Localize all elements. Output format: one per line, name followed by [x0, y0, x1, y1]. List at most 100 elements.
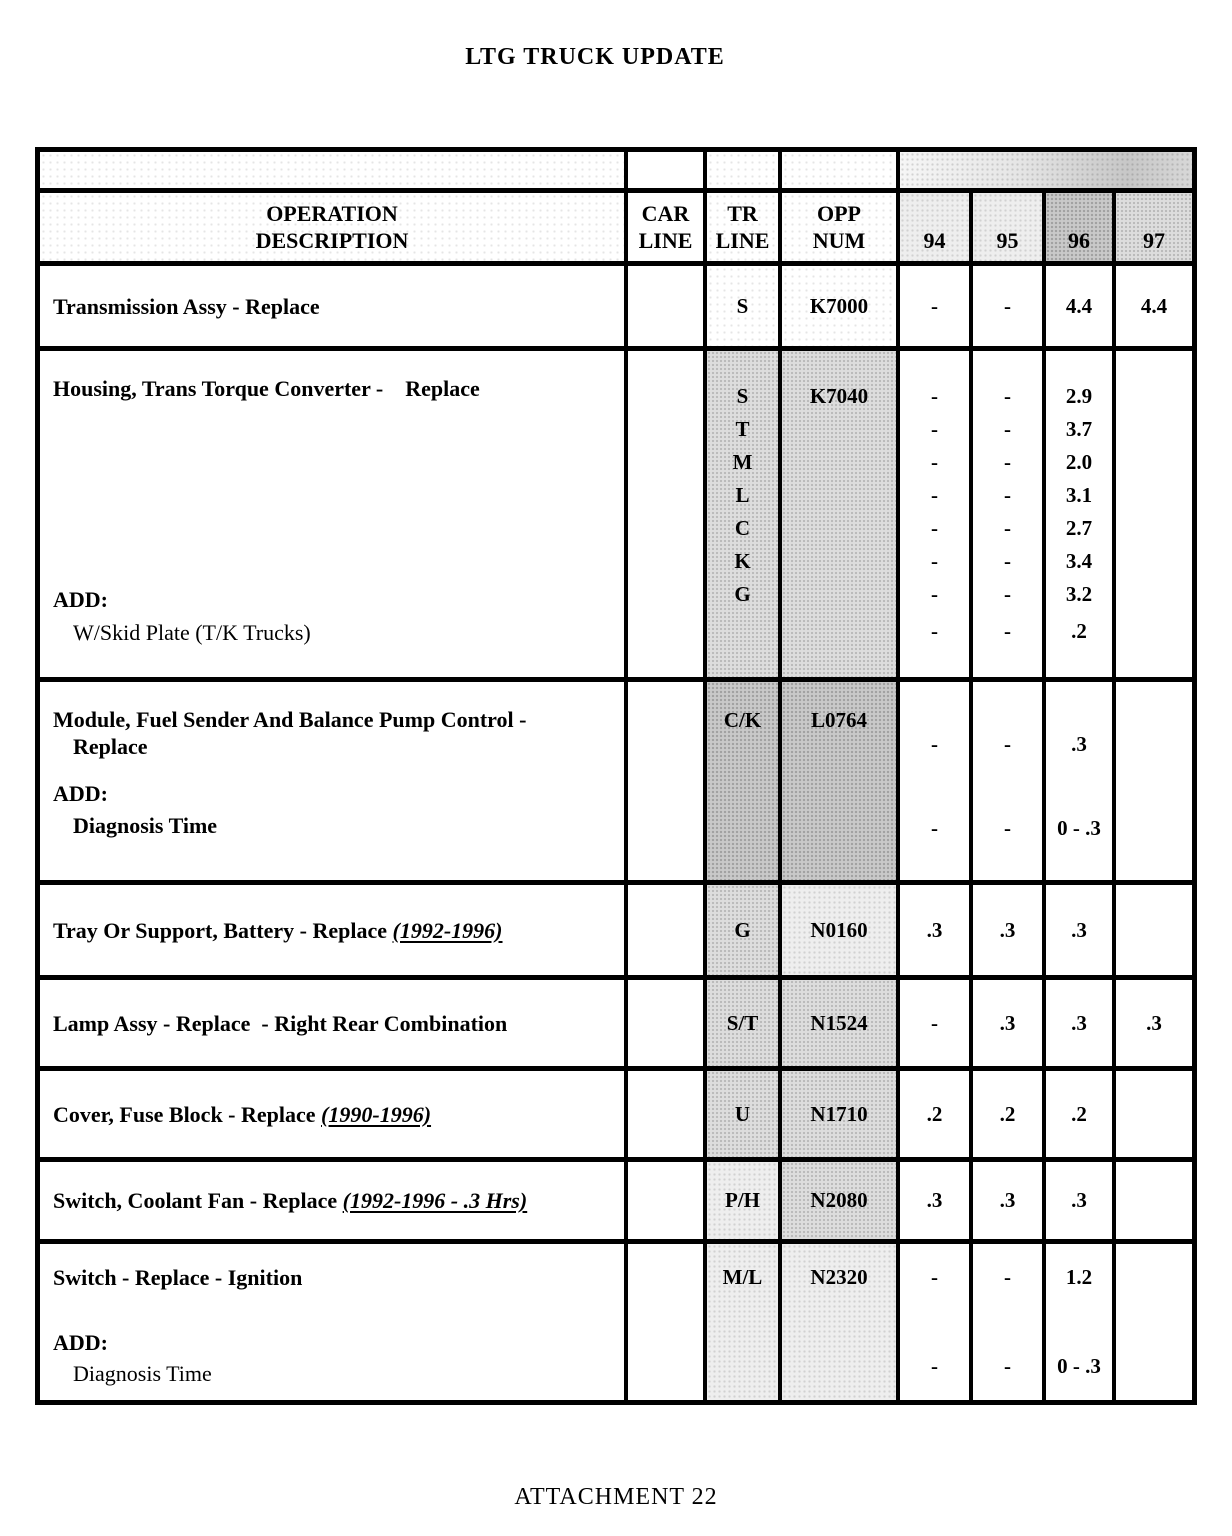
header-opp-line1: OPP — [817, 201, 861, 226]
cell-year-95: .3 — [973, 885, 1046, 975]
header-year-94: 94 — [900, 193, 973, 261]
blank-cell-tr-line — [707, 152, 782, 188]
cell-operation: Lamp Assy - Replace - Right Rear Combina… — [40, 980, 628, 1066]
cell-year-95: - - — [973, 682, 1046, 880]
blank-cell-operation — [40, 152, 628, 188]
cell-car-line — [628, 266, 707, 346]
header-car-line2: LINE — [638, 228, 693, 253]
header-operation-line1: OPERATION — [266, 201, 398, 226]
header-year-95: 95 — [973, 193, 1046, 261]
cell-operation: Module, Fuel Sender And Balance Pump Con… — [40, 682, 628, 880]
cell-car-line — [628, 351, 707, 677]
year-94-add-value: - — [931, 619, 938, 643]
year-95-add-value: - — [1004, 619, 1011, 643]
cell-year-95: .2 — [973, 1071, 1046, 1157]
year-96-add-value: .2 — [1071, 619, 1087, 643]
table-row-housing-torque-converter: Housing, Trans Torque Converter - Replac… — [40, 351, 1192, 682]
opp-num-value: K7040 — [809, 384, 869, 408]
add-label: ADD: — [53, 1330, 108, 1355]
cell-tr-line: U — [707, 1071, 782, 1157]
cell-tr-line: P/H — [707, 1162, 782, 1239]
operation-description: Switch - Replace - Ignition — [53, 1265, 303, 1290]
cell-opp-num: N0160 — [782, 885, 900, 975]
cell-year-94: - - - - - - - - — [900, 351, 973, 677]
cell-year-97: .3 — [1146, 1010, 1162, 1035]
cell-year-97 — [1116, 351, 1192, 677]
cell-operation: Switch - Replace - Ignition ADD: Diagnos… — [40, 1244, 628, 1400]
cell-year-95: - - - - - - - - — [973, 351, 1046, 677]
header-year-97: 97 — [1116, 193, 1192, 261]
cell-tr-line: S/T — [707, 980, 782, 1066]
cell-opp-num: K7040 — [782, 351, 900, 677]
cell-car-line — [628, 1244, 707, 1400]
cell-car-line — [628, 885, 707, 975]
operation-description-line1: Module, Fuel Sender And Balance Pump Con… — [53, 707, 527, 732]
year-94-values: - - - - - - - — [931, 384, 938, 606]
year-96-values: 2.9 3.7 2.0 3.1 2.7 3.4 3.2 — [1065, 384, 1093, 606]
page-title: LTG TRUCK UPDATE — [465, 44, 725, 70]
operation-description: Housing, Trans Torque Converter - Replac… — [53, 376, 480, 401]
cell-year-95: - — [973, 266, 1046, 346]
header-tr-line2: LINE — [715, 228, 770, 253]
cell-car-line — [628, 1071, 707, 1157]
cell-year-97 — [1116, 1162, 1192, 1239]
blank-cell-opp-num — [782, 152, 900, 188]
year-range-note: (1992-1996) — [392, 917, 503, 943]
operation-description: Transmission Assy - Replace — [53, 293, 320, 319]
tr-line-value: M/L — [722, 1265, 763, 1289]
cell-year-97: 4.4 — [1140, 293, 1168, 318]
table-header-row: OPERATION DESCRIPTION CAR LINE TR LINE O… — [40, 193, 1192, 266]
cell-operation: Switch, Coolant Fan - Replace (1992-1996… — [40, 1162, 628, 1239]
table-row-tray-battery: Tray Or Support, Battery - Replace (1992… — [40, 885, 1192, 980]
table-row-top-blank — [40, 152, 1192, 193]
header-tr-line: TR LINE — [707, 193, 782, 261]
add-item: W/Skid Plate (T/K Trucks) — [73, 620, 311, 645]
operation-description: Switch, Coolant Fan - Replace (1992-1996… — [53, 1188, 528, 1213]
add-item: Diagnosis Time — [73, 813, 218, 838]
cell-year-96: .3 — [1046, 1162, 1116, 1239]
cell-operation: Cover, Fuse Block - Replace (1990-1996) — [40, 1071, 628, 1157]
cell-year-95: .3 — [973, 980, 1046, 1066]
cell-year-95: - - — [973, 1244, 1046, 1400]
cell-year-96: .3 — [1046, 885, 1116, 975]
year-range-note: (1992-1996 - .3 Hrs) — [342, 1188, 528, 1213]
tr-line-letters: S T M L C K G — [732, 384, 753, 606]
header-operation-line2: DESCRIPTION — [255, 228, 409, 253]
cell-year-97 — [1116, 682, 1192, 880]
opp-num-value: N2320 — [810, 1265, 868, 1289]
cell-year-95: .3 — [973, 1162, 1046, 1239]
cell-year-96: 2.9 3.7 2.0 3.1 2.7 3.4 3.2 .2 — [1046, 351, 1116, 677]
cell-opp-num: N2080 — [782, 1162, 900, 1239]
header-operation-description: OPERATION DESCRIPTION — [40, 193, 628, 261]
header-car-line1: CAR — [641, 201, 690, 226]
operation-description: Lamp Assy - Replace - Right Rear Combina… — [53, 1010, 508, 1036]
cell-tr-line: G — [707, 885, 782, 975]
cell-car-line — [628, 980, 707, 1066]
operation-description-line2: Replace — [73, 734, 148, 759]
table-row-module-fuel-sender: Module, Fuel Sender And Balance Pump Con… — [40, 682, 1192, 885]
add-item: Diagnosis Time — [73, 1361, 212, 1386]
table-row-cover-fuse-block: Cover, Fuse Block - Replace (1990-1996) … — [40, 1071, 1192, 1162]
cell-year-94: - - — [900, 682, 973, 880]
cell-car-line — [628, 682, 707, 880]
cell-year-94: - — [900, 980, 973, 1066]
header-opp-num: OPP NUM — [782, 193, 900, 261]
operation-description: Tray Or Support, Battery - Replace (1992… — [53, 917, 503, 943]
cell-operation: Transmission Assy - Replace — [40, 266, 628, 346]
year-range-note: (1990-1996) — [321, 1101, 432, 1127]
cell-year-96: .3 — [1046, 980, 1116, 1066]
cell-year-94: .2 — [900, 1071, 973, 1157]
cell-opp-num: N1710 — [782, 1071, 900, 1157]
cell-tr-line: S T M L C K G — [707, 351, 782, 677]
operations-table: OPERATION DESCRIPTION CAR LINE TR LINE O… — [35, 147, 1197, 1405]
cell-year-94: - - — [900, 1244, 973, 1400]
add-label: ADD: — [53, 587, 108, 612]
attachment-footer: ATTACHMENT 22 — [514, 1484, 718, 1510]
operation-description: Cover, Fuse Block - Replace (1990-1996) — [53, 1101, 432, 1127]
cell-tr-line: C/K — [707, 682, 782, 880]
cell-year-97 — [1116, 1071, 1192, 1157]
cell-car-line — [628, 1162, 707, 1239]
header-car-line: CAR LINE — [628, 193, 707, 261]
cell-operation: Housing, Trans Torque Converter - Replac… — [40, 351, 628, 677]
